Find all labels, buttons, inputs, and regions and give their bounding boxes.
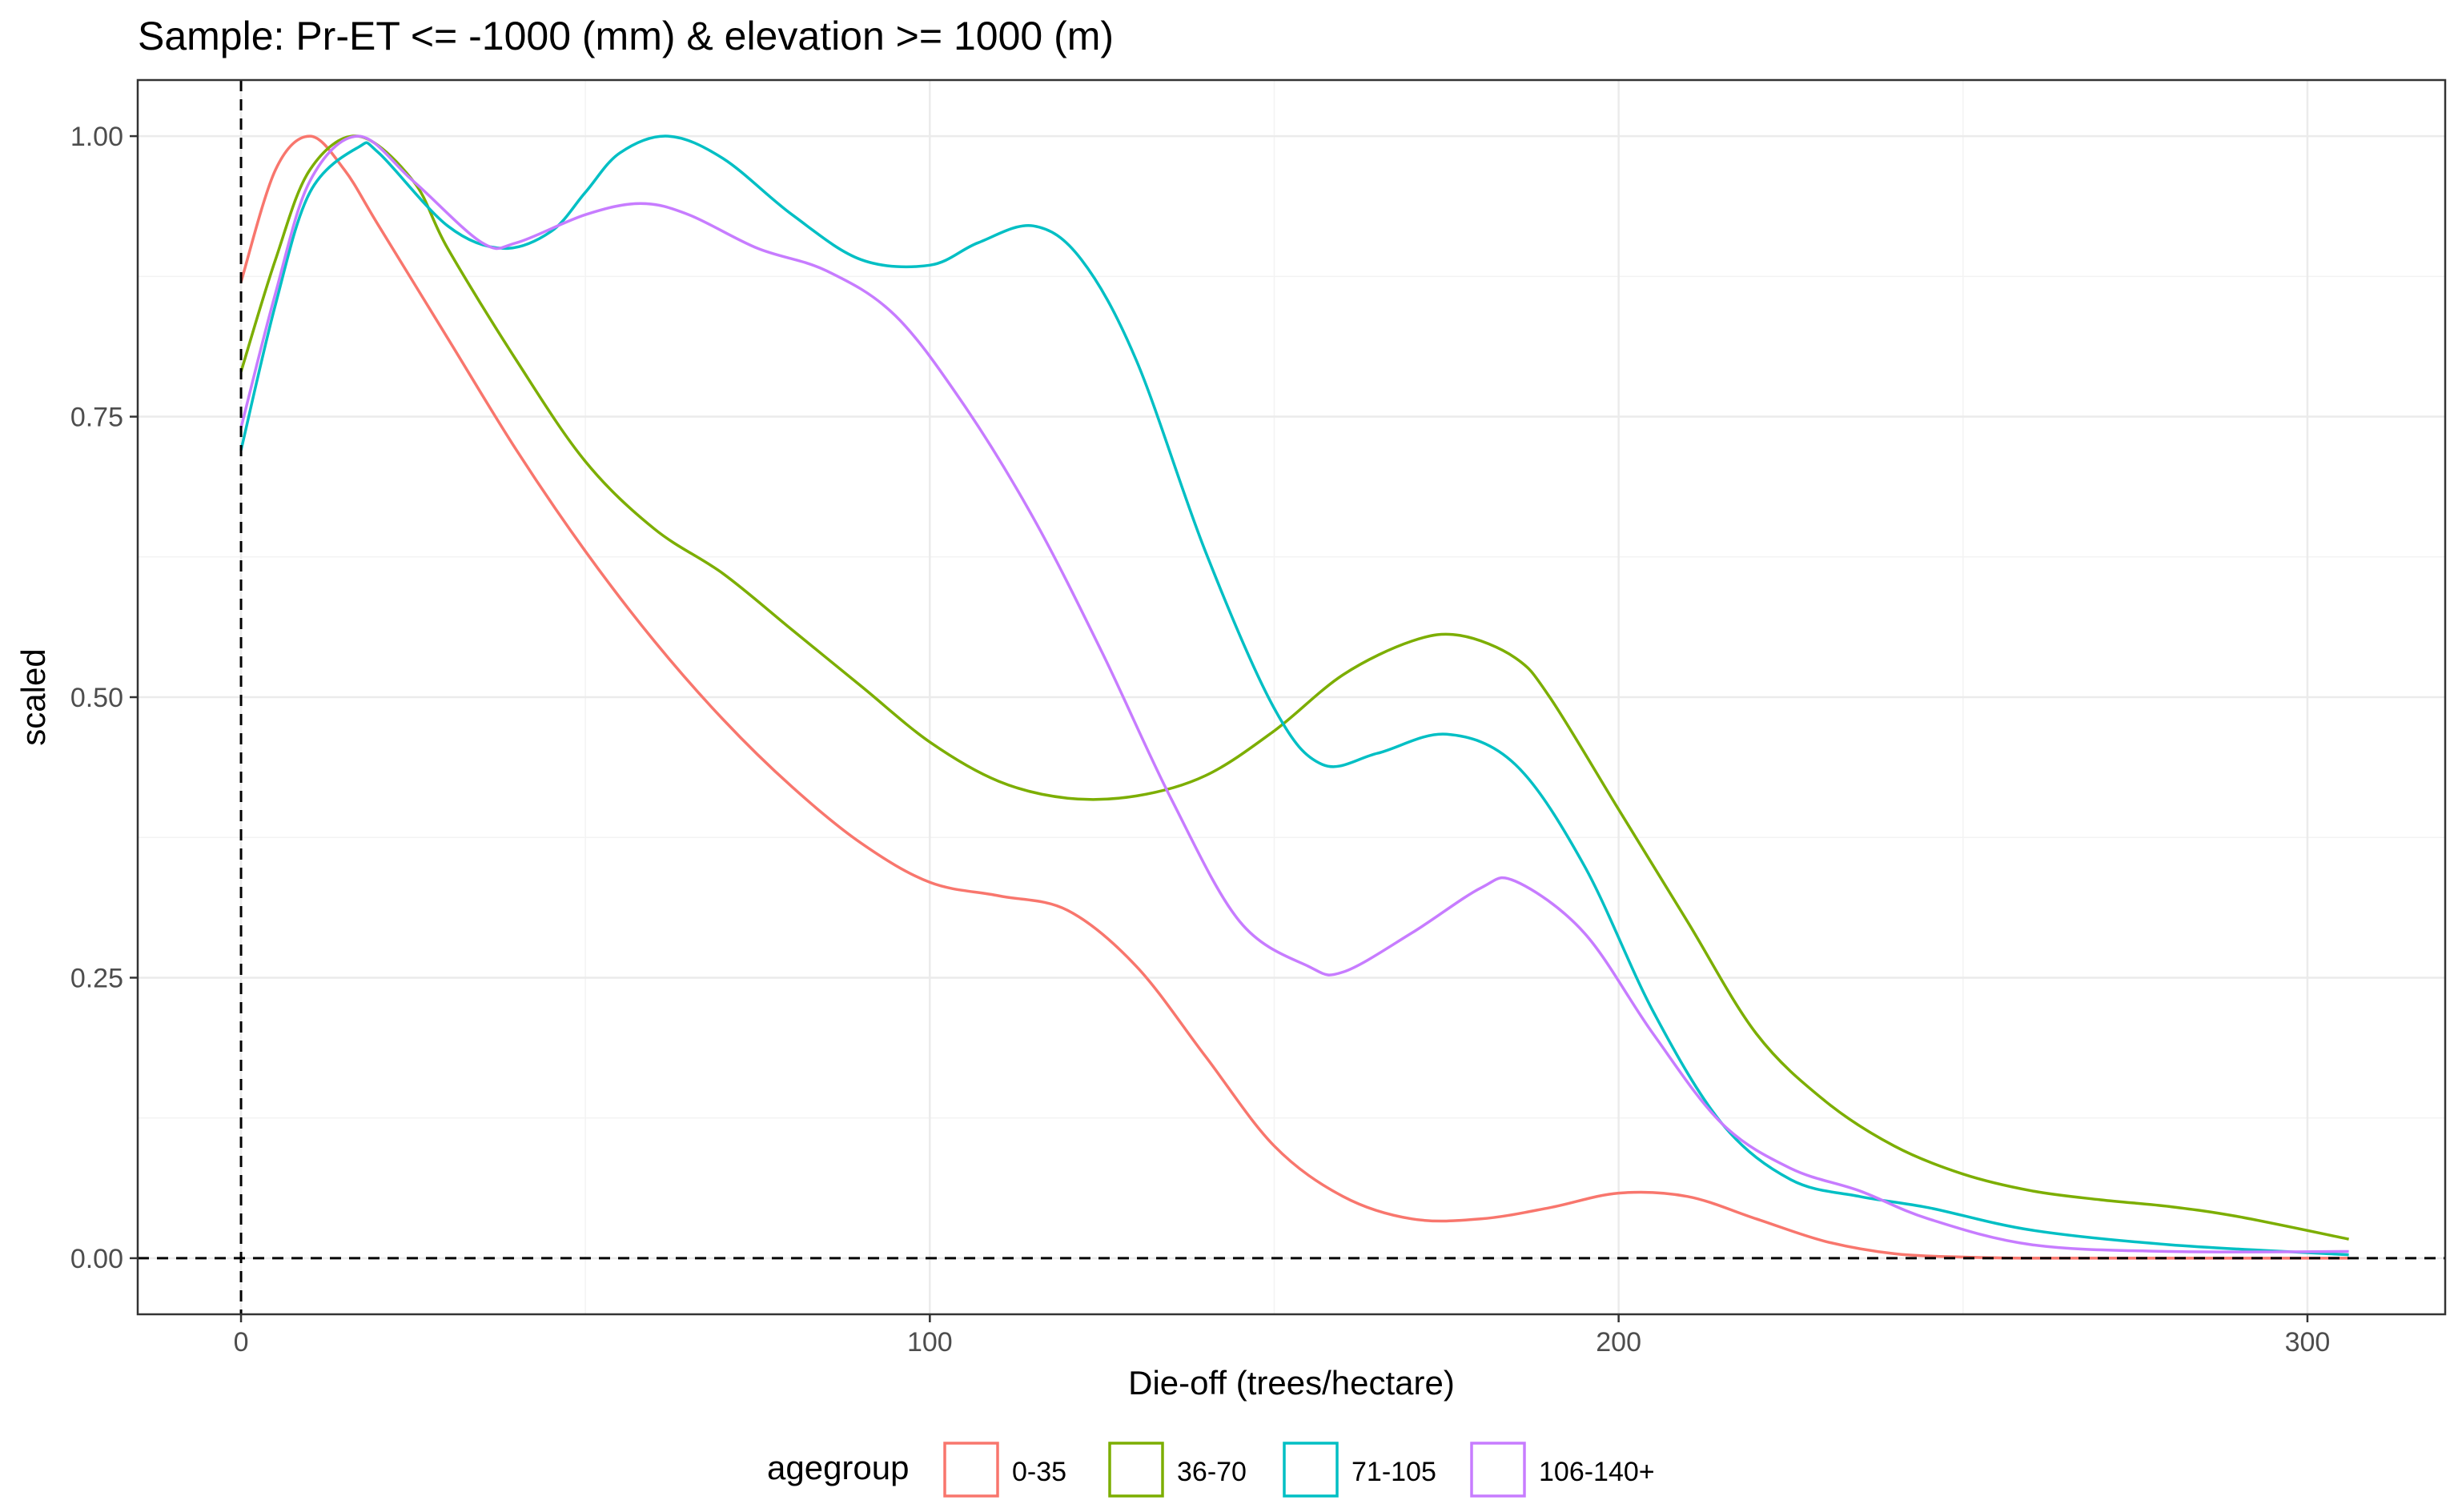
reference-lines <box>138 80 2445 1314</box>
legend-label-71-105: 71-105 <box>1351 1457 1436 1487</box>
chart-title: Sample: Pr-ET <= -1000 (mm) & elevation … <box>138 14 1114 58</box>
series-line-106-140+ <box>239 134 2349 1253</box>
x-axis-title: Die-off (trees/hectare) <box>1128 1364 1455 1402</box>
y-tick-label: 0.00 <box>70 1244 123 1274</box>
legend-label-0-35: 0-35 <box>1012 1457 1066 1487</box>
y-tick-label: 0.25 <box>70 963 123 993</box>
x-tick-label: 200 <box>1596 1327 1641 1358</box>
x-axis-ticks: 0 100 200 300 <box>234 1314 2331 1358</box>
series-line-71-105 <box>239 134 2349 1257</box>
series-line-36-70 <box>239 134 2349 1241</box>
series-line-0-35 <box>239 134 2349 1260</box>
legend-label-106-140+: 106-140+ <box>1539 1457 1655 1487</box>
legend: agegroup 0-35 36-70 71-105 106-140+ <box>767 1442 1655 1498</box>
x-tick-label: 300 <box>2285 1327 2331 1358</box>
y-axis-title: scaled <box>14 648 52 745</box>
y-axis-ticks: 0.00 0.25 0.50 0.75 1.00 <box>70 122 138 1274</box>
x-tick-label: 0 <box>234 1327 249 1358</box>
legend-label-36-70: 36-70 <box>1177 1457 1247 1487</box>
legend-title: agegroup <box>767 1449 910 1486</box>
major-gridlines <box>138 80 2445 1314</box>
legend-key-0-35 <box>943 1442 999 1498</box>
legend-key-36-70 <box>1108 1442 1164 1498</box>
legend-key-106-140+ <box>1470 1442 1526 1498</box>
x-tick-label: 100 <box>907 1327 953 1358</box>
y-tick-label: 0.50 <box>70 683 123 713</box>
series-lines <box>239 134 2349 1260</box>
y-tick-label: 0.75 <box>70 403 123 433</box>
legend-key-71-105 <box>1283 1442 1339 1498</box>
y-tick-label: 1.00 <box>70 122 123 152</box>
